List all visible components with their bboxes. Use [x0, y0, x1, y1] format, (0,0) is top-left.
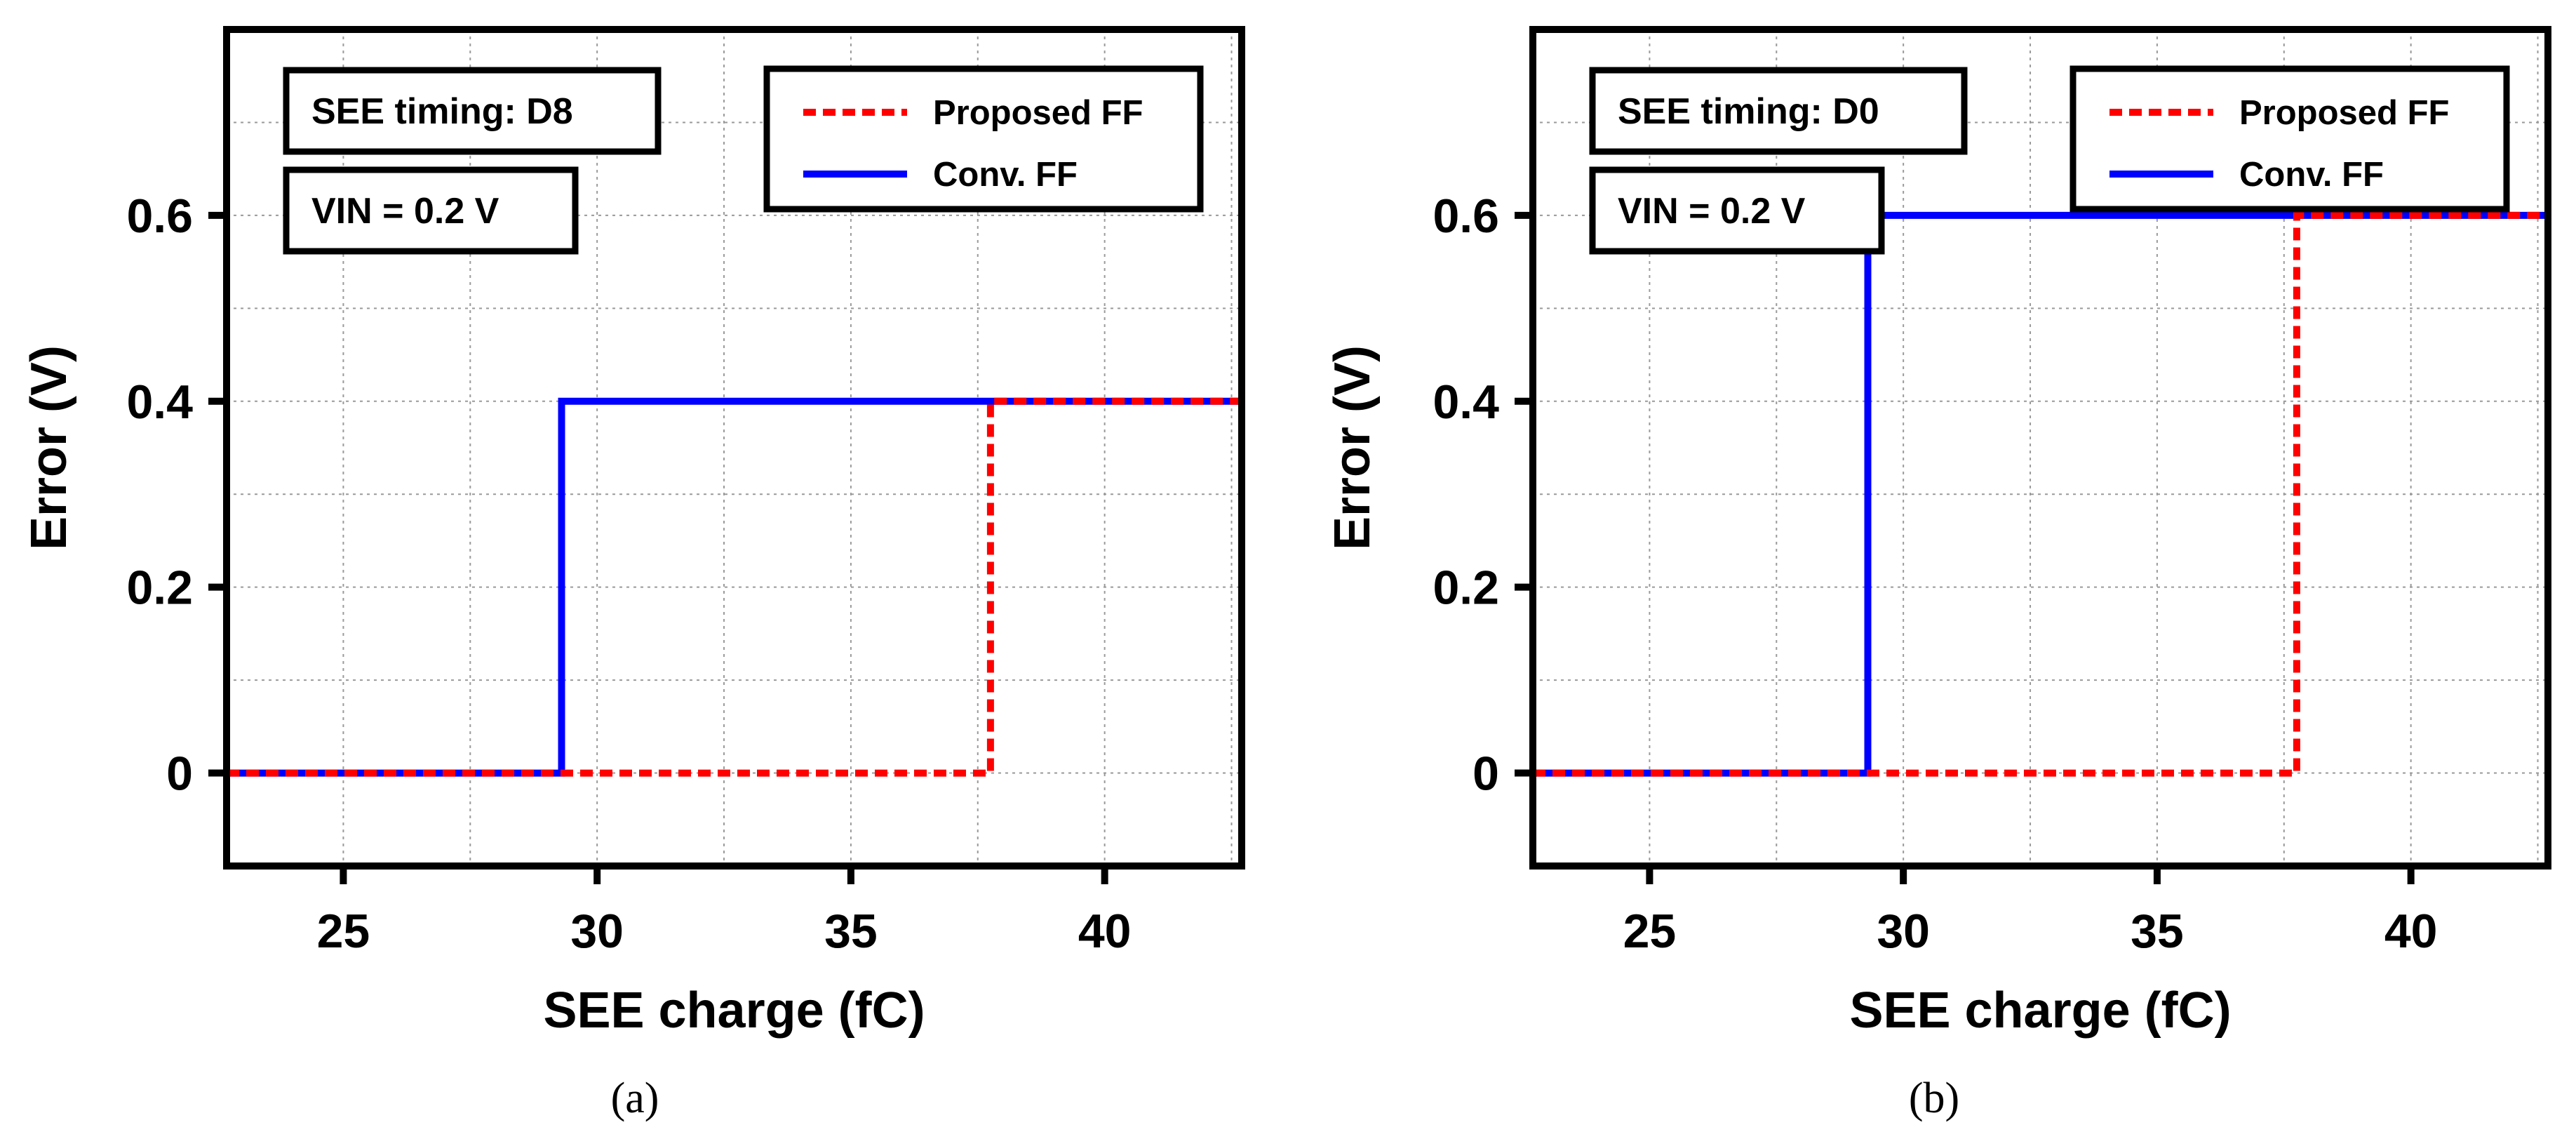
x-tick-label: 30 [570, 905, 624, 958]
annotation-text: SEE timing: D8 [311, 91, 573, 132]
panel-caption: (b) [1909, 1074, 1959, 1122]
legend-label: Proposed FF [933, 94, 1143, 132]
y-tick-label: 0.4 [1433, 375, 1499, 429]
x-axis-title: SEE charge (fC) [543, 983, 925, 1039]
x-tick-label: 25 [1623, 905, 1677, 958]
y-axis-title: Error (V) [1324, 345, 1381, 550]
panel-caption: (a) [611, 1074, 659, 1122]
y-tick-label: 0.6 [1433, 189, 1499, 243]
x-tick-label: 35 [2131, 905, 2184, 958]
legend-label: Conv. FF [933, 156, 1078, 194]
annotation-frame [1589, 166, 1885, 255]
legend: Proposed FF Conv. FF [2069, 65, 2510, 213]
y-tick-label: 0.2 [1433, 561, 1499, 615]
x-tick-label: 40 [1078, 905, 1132, 958]
annotation-text: SEE timing: D0 [1618, 91, 1879, 132]
axis-ticks: 25 30 35 40 0 0.2 0.4 0.6 [1433, 189, 2437, 958]
x-tick-label: 25 [317, 905, 370, 958]
series-group [1533, 211, 2548, 777]
annotation-frame [283, 166, 579, 255]
annotation-box: VIN = 0.2 V [283, 166, 579, 255]
plot-frame [223, 26, 1245, 870]
chart-panel-b: 25 30 35 40 0 0.2 0.4 0.6 SEE charge (fC) Error (… [1324, 26, 2551, 1122]
chart-panel-a: 25 30 35 40 0 0.2 0.4 0.6 SEE charge (fC) Error (… [21, 26, 1245, 1122]
annotation-text: VIN = 0.2 V [1618, 191, 1806, 232]
series-line-proposed-ff [227, 397, 1242, 777]
annotation-text: VIN = 0.2 V [311, 191, 499, 232]
x-tick-label: 30 [1877, 905, 1930, 958]
y-tick-label: 0 [166, 747, 193, 801]
series-group [227, 397, 1242, 777]
y-axis-title: Error (V) [21, 345, 77, 550]
y-tick-label: 0 [1473, 747, 1499, 801]
axis-ticks: 25 30 35 40 0 0.2 0.4 0.6 [126, 189, 1131, 958]
annotation-frame [283, 67, 662, 155]
series-line-proposed-ff [1533, 211, 2548, 777]
y-tick-label: 0.4 [126, 375, 193, 429]
x-tick-label: 35 [824, 905, 878, 958]
legend-label: Proposed FF [2239, 94, 2449, 132]
x-axis-title: SEE charge (fC) [1849, 983, 2231, 1039]
annotation-box: SEE timing: D0 [1589, 67, 1968, 155]
annotation-frame [1589, 67, 1968, 155]
legend-label: Conv. FF [2239, 156, 2384, 194]
y-tick-label: 0.2 [126, 561, 193, 615]
y-tick-label: 0.6 [126, 189, 193, 243]
legend: Proposed FF Conv. FF [763, 65, 1204, 213]
annotation-box: SEE timing: D8 [283, 67, 662, 155]
legend-frame [2069, 65, 2510, 213]
x-tick-label: 40 [2384, 905, 2438, 958]
legend-frame [763, 65, 1204, 213]
plot-frame [1529, 26, 2551, 870]
annotation-box: VIN = 0.2 V [1589, 166, 1885, 255]
